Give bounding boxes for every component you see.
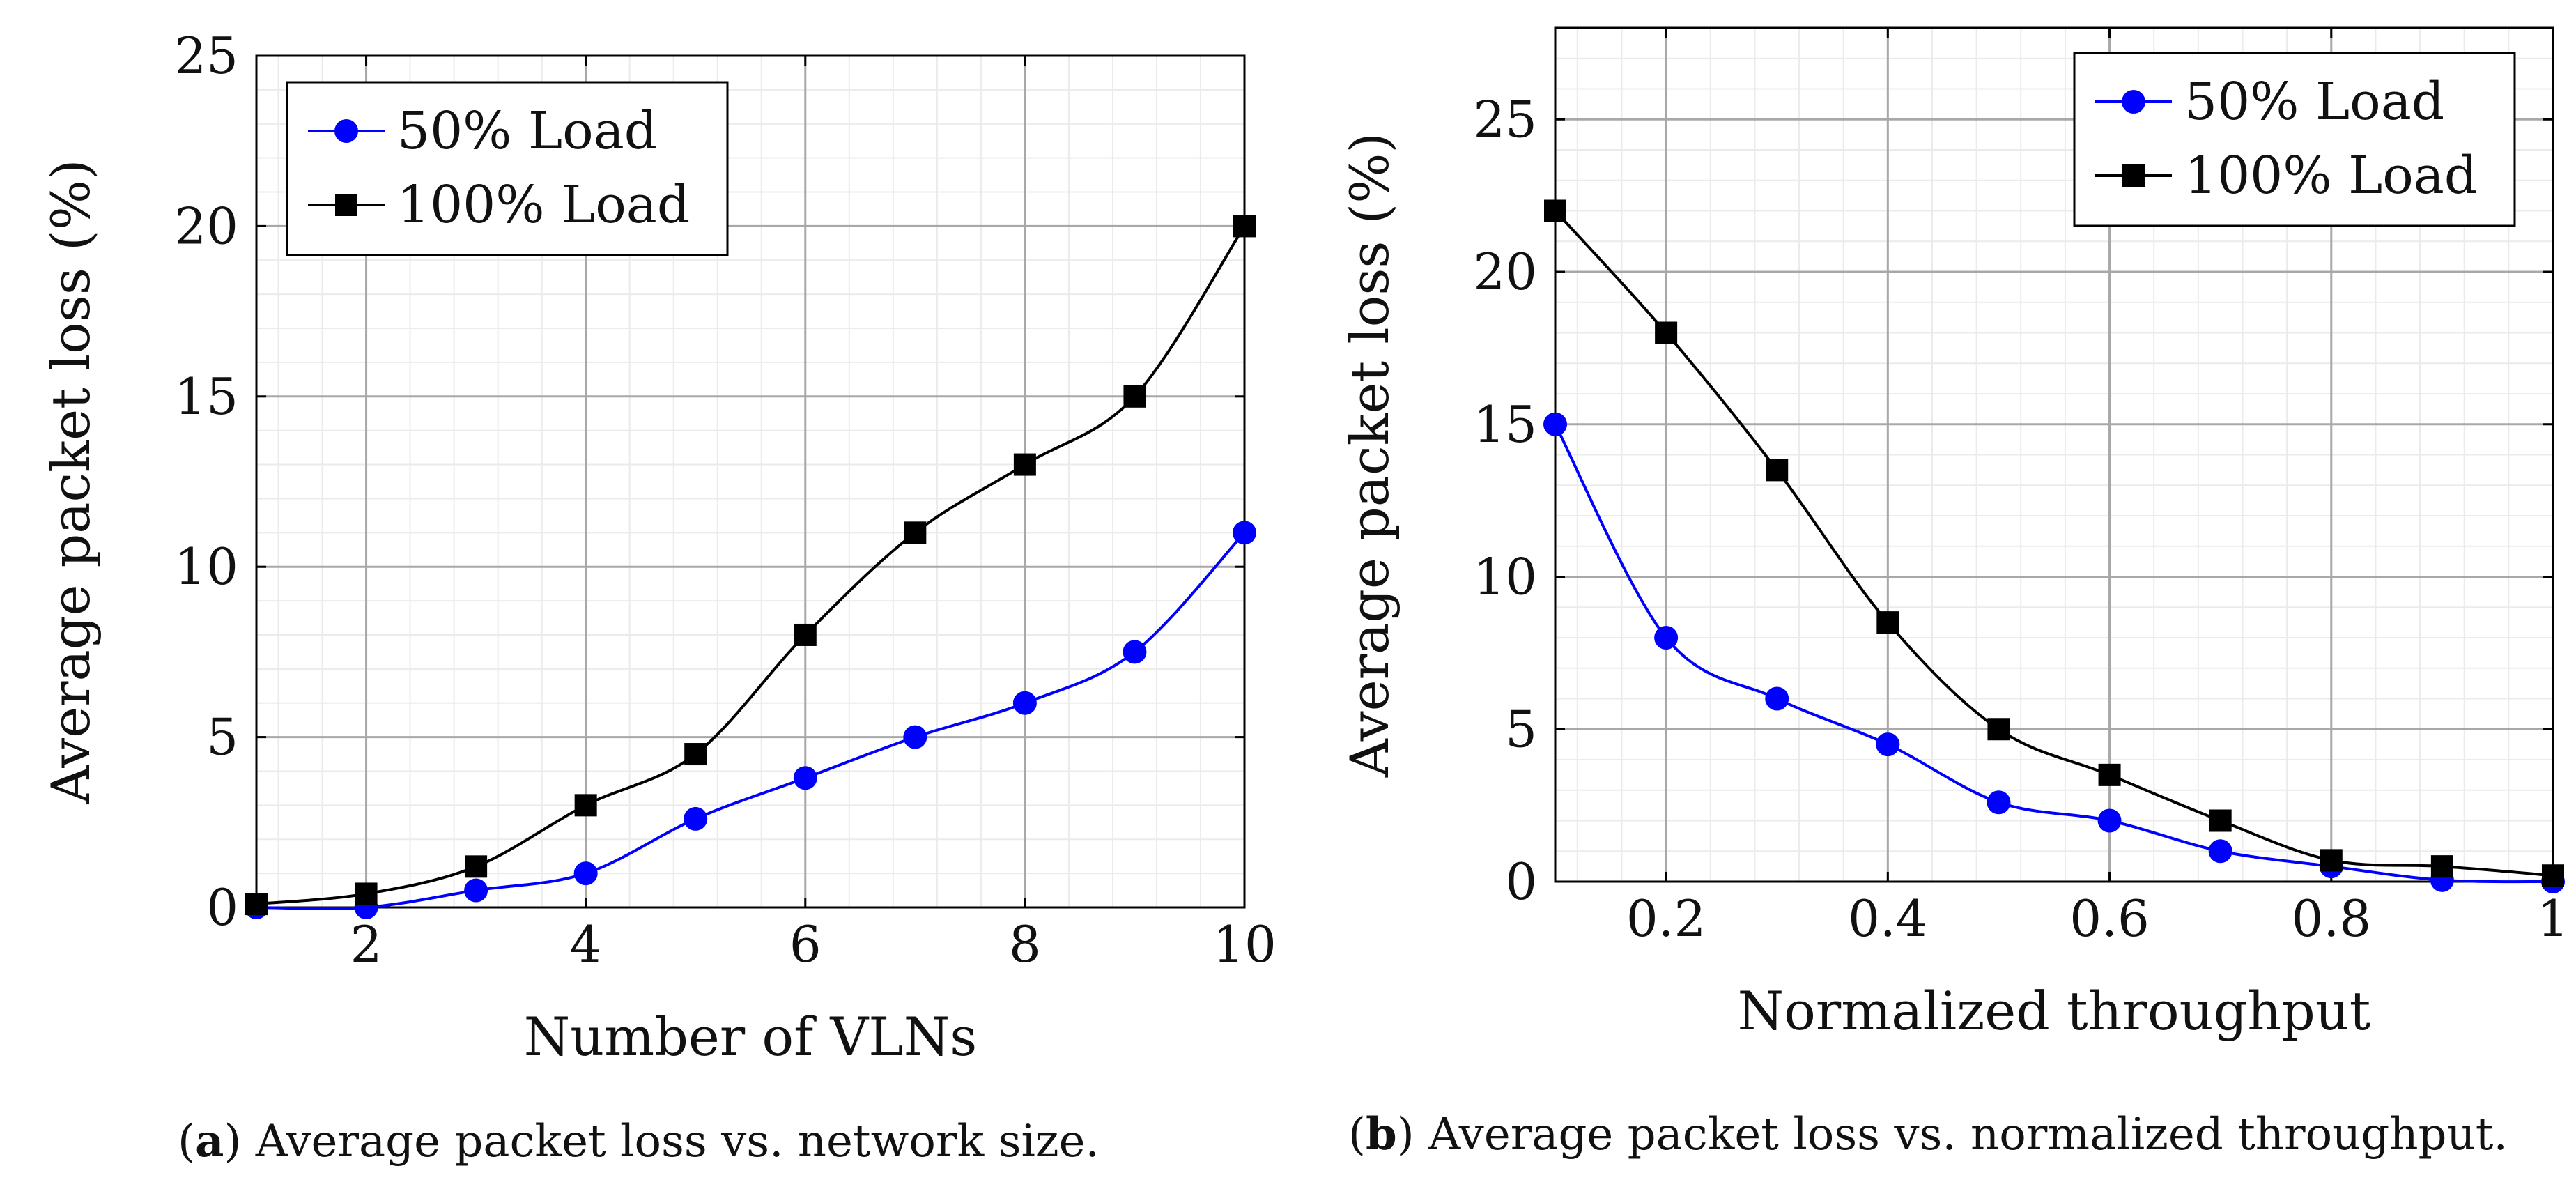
data-point bbox=[355, 882, 378, 905]
y-tick-label: 25 bbox=[1473, 90, 1537, 148]
series-line bbox=[1554, 423, 2554, 884]
series-line bbox=[256, 225, 1246, 906]
series-line bbox=[256, 531, 1246, 910]
data-point bbox=[2542, 864, 2564, 887]
data-point bbox=[1655, 321, 1678, 344]
x-tick-label: 0.4 bbox=[1848, 889, 1928, 948]
x-axis-label: Normalized throughput bbox=[1738, 980, 2371, 1042]
data-point bbox=[1012, 691, 1037, 715]
data-point bbox=[1765, 686, 1789, 711]
y-tick-label: 25 bbox=[174, 26, 238, 85]
data-point bbox=[1123, 640, 1147, 664]
data-point bbox=[2097, 808, 2122, 833]
data-point bbox=[684, 806, 708, 831]
series-50-load bbox=[1543, 412, 2565, 893]
data-point bbox=[903, 725, 927, 749]
legend-box bbox=[2073, 52, 2516, 227]
series-100-load bbox=[245, 215, 1256, 916]
data-point bbox=[684, 743, 707, 766]
legend-box bbox=[286, 81, 729, 256]
data-point bbox=[1876, 611, 1899, 634]
series-50-load bbox=[245, 521, 1256, 919]
x-tick-label: 0.8 bbox=[2292, 889, 2372, 948]
y-tick-label: 5 bbox=[1505, 700, 1537, 758]
legend: 50% Load 100% Load bbox=[286, 81, 729, 256]
data-point bbox=[1233, 521, 1256, 545]
y-tick-label: 15 bbox=[1473, 395, 1537, 454]
y-axis-label: Average packet loss (%) bbox=[40, 159, 102, 804]
x-tick-label: 2 bbox=[350, 915, 383, 974]
data-point bbox=[464, 878, 488, 903]
legend-marker bbox=[2122, 164, 2145, 187]
data-point bbox=[1544, 199, 1566, 222]
legend-label: 100% Load bbox=[397, 175, 690, 235]
data-point bbox=[1013, 453, 1036, 476]
y-tick-label: 0 bbox=[206, 878, 238, 937]
series-line bbox=[1554, 210, 2554, 877]
y-axis-label: Average packet loss (%) bbox=[1339, 132, 1401, 778]
data-point bbox=[2098, 763, 2121, 786]
data-point bbox=[1233, 215, 1256, 238]
x-tick-label: 10 bbox=[1212, 915, 1277, 974]
y-tick-label: 5 bbox=[206, 708, 238, 767]
legend: 50% Load 100% Load bbox=[2073, 52, 2516, 227]
data-point bbox=[1987, 718, 2010, 741]
data-point bbox=[1766, 459, 1789, 482]
data-point bbox=[574, 794, 597, 817]
data-point bbox=[1654, 626, 1679, 650]
y-tick-label: 20 bbox=[174, 197, 238, 255]
x-tick-label: 0.2 bbox=[1626, 889, 1706, 948]
caption-a: (a) Average packet loss vs. network size… bbox=[178, 1115, 1100, 1167]
legend-marker bbox=[2122, 90, 2145, 114]
data-point bbox=[2208, 839, 2232, 864]
legend-label: 50% Load bbox=[397, 101, 657, 161]
data-point bbox=[465, 855, 488, 878]
data-point bbox=[245, 893, 268, 916]
data-point bbox=[1987, 790, 2011, 815]
plot-frame bbox=[1554, 26, 2554, 883]
data-point bbox=[573, 861, 598, 886]
y-tick-label: 15 bbox=[174, 367, 238, 426]
data-point bbox=[904, 521, 927, 544]
legend-marker bbox=[335, 194, 357, 216]
data-point bbox=[2209, 809, 2232, 832]
x-tick-label: 1 bbox=[2537, 889, 2569, 948]
legend-marker bbox=[334, 119, 358, 143]
data-point bbox=[2320, 849, 2343, 872]
x-axis-label: Number of VLNs bbox=[524, 1006, 978, 1068]
y-tick-label: 10 bbox=[1473, 548, 1537, 606]
y-tick-label: 20 bbox=[1473, 243, 1537, 301]
data-point bbox=[1543, 412, 1567, 436]
data-point bbox=[794, 623, 817, 646]
legend-label: 100% Load bbox=[2184, 146, 2477, 206]
legend-label: 50% Load bbox=[2184, 72, 2444, 132]
y-tick-label: 10 bbox=[174, 537, 238, 596]
x-tick-label: 6 bbox=[789, 915, 822, 974]
plot-frame bbox=[255, 54, 1246, 909]
data-point bbox=[1123, 385, 1146, 408]
x-tick-label: 4 bbox=[570, 915, 602, 974]
data-point bbox=[2430, 855, 2453, 878]
series-100-load bbox=[1544, 199, 2564, 887]
x-tick-label: 0.6 bbox=[2069, 889, 2150, 948]
caption-b: (b) Average packet loss vs. normalized t… bbox=[1348, 1108, 2508, 1160]
data-point bbox=[793, 766, 817, 790]
data-point bbox=[1876, 732, 1900, 757]
y-tick-label: 0 bbox=[1505, 852, 1537, 911]
x-tick-label: 8 bbox=[1009, 915, 1041, 974]
chart-a: 2 4 6 8 10 0 5 10 15 20 25 Number of VLNs Average pa… bbox=[40, 26, 1277, 1068]
